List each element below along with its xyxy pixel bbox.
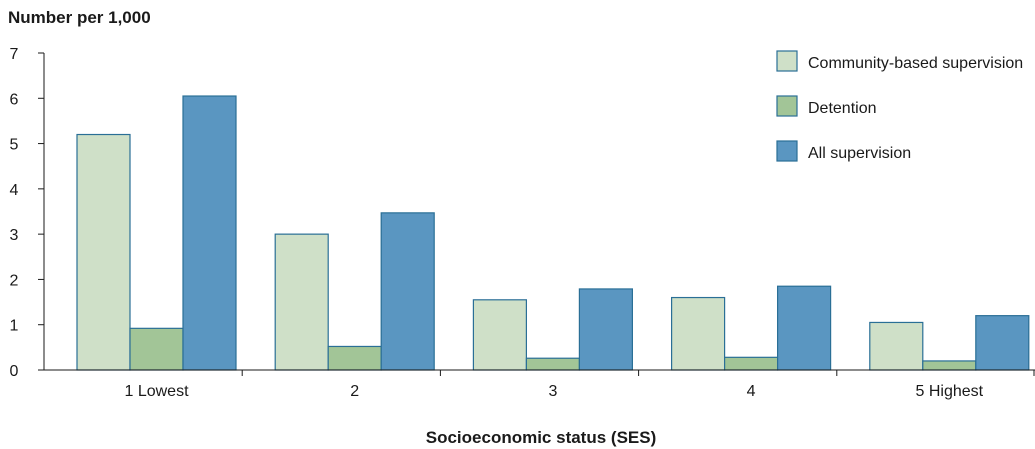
- legend-label: Community-based supervision: [808, 55, 1023, 72]
- bar-community-based-supervision-4: [670, 296, 726, 371]
- x-tick-label: 5 Highest: [916, 383, 984, 400]
- bar-detention-3: [525, 357, 581, 371]
- x-tick-label: 3: [548, 383, 557, 400]
- y-tick-label: 0: [10, 363, 19, 380]
- bar-all-supervision-2: [380, 212, 435, 371]
- y-axis-ticks: 0 1 2 3 4 5 6 7: [10, 46, 44, 380]
- bar-detention-1: [129, 327, 184, 371]
- y-tick-label: 2: [10, 272, 19, 289]
- legend-label: All supervision: [808, 145, 911, 162]
- y-axis-label: Number per 1,000: [8, 8, 151, 27]
- bar-community-based-supervision-3: [472, 299, 527, 371]
- bar-community-based-supervision-1: [76, 133, 131, 371]
- y-tick-label: 5: [10, 137, 19, 154]
- legend: Community-based supervision Detention All …: [776, 50, 1023, 162]
- bars: [76, 95, 1030, 371]
- legend-swatch: [776, 95, 798, 117]
- x-axis-label: Socioeconomic status (SES): [426, 428, 657, 447]
- x-tick-label: 2: [350, 383, 359, 400]
- bar-all-supervision-5: [975, 315, 1030, 371]
- x-tick-label: 1 Lowest: [124, 383, 189, 400]
- x-tick-label: 4: [747, 383, 756, 400]
- bar-all-supervision-4: [776, 285, 832, 371]
- legend-swatch: [776, 140, 798, 162]
- y-tick-label: 7: [10, 46, 19, 63]
- bar-detention-5: [922, 360, 977, 371]
- bar-detention-4: [723, 356, 779, 371]
- legend-label: Detention: [808, 100, 877, 117]
- y-tick-label: 1: [10, 318, 19, 335]
- legend-swatch: [776, 50, 798, 72]
- x-axis-ticks: 1 Lowest 2 3 4 5 Highest: [124, 370, 1035, 400]
- bar-all-supervision-1: [182, 95, 237, 371]
- bar-all-supervision-3: [578, 288, 634, 371]
- bar-detention-2: [327, 345, 382, 371]
- y-tick-label: 4: [10, 182, 19, 199]
- bar-community-based-supervision-5: [869, 321, 924, 371]
- y-tick-label: 6: [10, 91, 19, 108]
- bar-community-based-supervision-2: [274, 233, 329, 371]
- y-tick-label: 3: [10, 227, 19, 244]
